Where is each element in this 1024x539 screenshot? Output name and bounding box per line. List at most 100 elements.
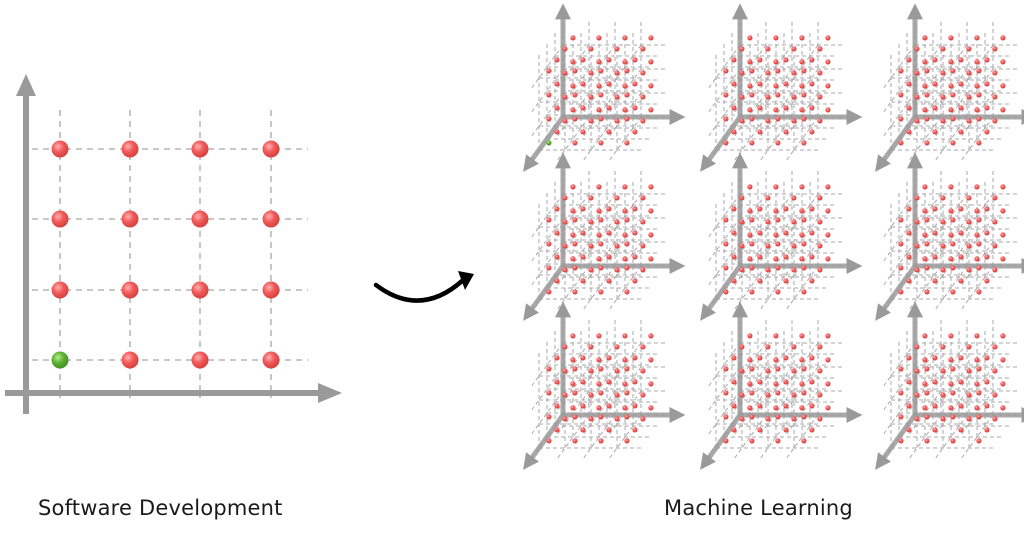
lattice-point [598,414,604,420]
lattice-point [948,208,954,214]
lattice-point [924,241,930,247]
lattice-point [976,265,982,271]
lattice-point [614,392,620,398]
lattice-point [992,118,998,124]
lattice-point [922,381,928,387]
lattice-point [648,232,654,238]
lattice-line [882,44,916,90]
lattice-point [572,414,578,420]
lattice-point [976,116,982,122]
lattice-point [966,195,972,201]
lattice-point [825,333,831,339]
lattice-line [759,68,793,114]
lattice-point [562,416,568,422]
grid-point [262,351,280,369]
lattice-point [739,46,745,52]
lattice-point [817,219,823,225]
lattice-point [950,116,956,122]
lattice-point [775,92,781,98]
lattice-point [924,289,930,295]
lattice-point [1000,405,1006,411]
lattice-point [775,140,781,146]
lattice-point [640,344,646,350]
lattice-point [924,92,930,98]
lattice-point [940,416,946,422]
lattice-line [733,241,767,287]
grid-point [51,281,69,299]
lattice-point [723,140,729,146]
lattice-point [622,107,628,113]
lattice-line [785,366,819,412]
lattice-point [749,116,755,122]
lattice-point [546,390,552,396]
lattice-point [765,118,771,124]
lattice-point [723,217,729,223]
lattice-point [1000,184,1006,190]
grid-point [191,281,209,299]
lattice-point [614,267,620,273]
lattice-point [809,105,815,111]
lattice-point [739,94,745,100]
lattice-point [757,81,763,87]
lattice-line [882,193,916,239]
lattice-point [554,129,560,135]
lattice-point [614,94,620,100]
machine-learning-panel [523,3,1024,470]
lattice-point [765,368,771,374]
lattice-point [606,206,612,212]
lattice-point [825,59,831,65]
lattice-point [984,105,990,111]
lattice-point [632,105,638,111]
lattice-point [922,256,928,262]
lattice-point [723,414,729,420]
lattice-point [572,390,578,396]
cube-plot [523,152,686,321]
lattice-point [773,405,779,411]
cube-plot [875,301,1024,470]
lattice-point [801,265,807,271]
lattice-point [791,46,797,52]
lattice-point [976,140,982,146]
lattice-line [608,366,642,412]
lattice-line [882,366,916,412]
lattice-point [914,118,920,124]
grid-point [262,281,280,299]
lattice-point [984,254,990,260]
lattice-point [562,70,568,76]
lattice-point [799,59,805,65]
lattice-point [817,267,823,273]
lattice-point [598,390,604,396]
grid-point [191,351,209,369]
lattice-point [914,94,920,100]
lattice-point [546,217,552,223]
lattice-point [809,403,815,409]
lattice-point [976,414,982,420]
lattice-point [648,107,654,113]
lattice-point [572,140,578,146]
lattice-point [958,278,964,284]
lattice-line [707,342,741,388]
lattice-line [582,390,616,436]
lattice-point [598,265,604,271]
lattice-line [582,241,616,287]
lattice-line [530,366,564,412]
lattice-point [825,232,831,238]
lattice-point [723,92,729,98]
lattice-point [775,414,781,420]
lattice-point [598,217,604,223]
lattice-point [966,94,972,100]
lattice-point [976,241,982,247]
lattice-point [775,217,781,223]
lattice-point [606,379,612,385]
software-development-panel [5,74,342,414]
lattice-line [707,217,741,263]
lattice-point [799,232,805,238]
lattice-point [958,57,964,63]
lattice-point [958,129,964,135]
grid-point [121,281,139,299]
lattice-point [648,59,654,65]
lattice-point [940,219,946,225]
lattice-point [783,427,789,433]
lattice-point [976,68,982,74]
